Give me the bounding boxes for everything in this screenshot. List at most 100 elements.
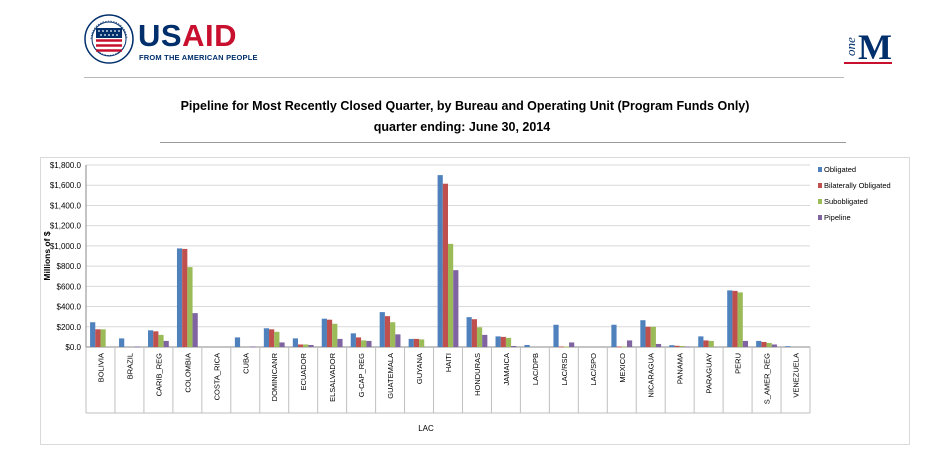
bar	[187, 267, 193, 347]
bar	[134, 346, 140, 348]
y-tick-label: $1,800.0	[50, 161, 82, 170]
legend-label: Obligated	[824, 165, 856, 174]
x-tick-label: CUBA	[241, 353, 250, 374]
bar	[650, 326, 656, 347]
x-tick-label: DOMINICANR	[270, 352, 279, 401]
bar	[563, 346, 570, 348]
x-tick-label: PARAGUAY	[705, 353, 714, 394]
bar	[679, 345, 685, 347]
bar	[616, 346, 622, 348]
bar	[263, 328, 270, 347]
bar	[655, 343, 662, 347]
x-tick-label: S_AMER_REG	[763, 353, 772, 404]
x-tick-label: BOLIVIA	[96, 353, 105, 382]
x-tick-label: G-CAP_REG	[357, 353, 366, 397]
usaid-wordmark-aid: AID	[182, 18, 237, 53]
bar	[524, 344, 530, 347]
bar	[505, 337, 512, 347]
x-tick-label: MEXICO	[618, 353, 627, 383]
y-tick-label: $0.0	[65, 343, 81, 352]
x-tick-label: JAMAICA	[502, 353, 511, 386]
bar	[737, 292, 743, 347]
bar	[355, 337, 362, 347]
bar	[476, 327, 483, 347]
bar	[742, 340, 748, 347]
legend-label: Bilaterally Obligated	[824, 181, 891, 190]
usaid-wordmark-us: US	[138, 18, 183, 53]
x-tick-label: LAC/RSD	[560, 352, 569, 385]
legend-swatch	[818, 215, 822, 220]
y-tick-label: $200.0	[57, 323, 82, 332]
x-tick-label: BRAZIL	[125, 353, 134, 379]
header-divider	[84, 77, 844, 78]
legend-label: Pipeline	[824, 213, 851, 222]
bar	[669, 345, 675, 347]
bar	[640, 320, 646, 347]
bar	[408, 338, 414, 347]
legend-swatch	[818, 183, 822, 188]
onem-logo-icon: one M	[842, 24, 896, 68]
bar	[176, 248, 183, 347]
bar	[703, 340, 709, 347]
x-tick-label: GUYANA	[415, 353, 424, 384]
bar	[95, 329, 101, 347]
bar	[413, 338, 420, 347]
x-tick-label: LAC/DPB	[531, 353, 540, 385]
bar	[292, 338, 298, 347]
bar	[158, 334, 164, 347]
bar	[771, 344, 777, 347]
y-tick-label: $600.0	[57, 282, 82, 291]
bar	[674, 345, 680, 347]
bar	[553, 324, 559, 347]
bar	[384, 316, 391, 347]
bar	[303, 344, 309, 347]
bar	[366, 340, 372, 347]
bar	[698, 336, 704, 347]
bar	[645, 326, 651, 347]
y-tick-label: $800.0	[57, 262, 82, 271]
x-tick-label: HONDURAS	[473, 353, 482, 396]
bar	[708, 340, 714, 347]
x-tick-label: COSTA_RICA	[212, 353, 221, 400]
bar	[298, 344, 304, 347]
svg-text:M: M	[858, 27, 892, 67]
usaid-logo: USAID FROM THE AMERICAN PEOPLE	[84, 14, 258, 68]
x-tick-label: VENEZUELA	[792, 353, 801, 398]
bar	[466, 317, 472, 347]
bar	[482, 334, 488, 347]
y-tick-label: $400.0	[57, 303, 82, 312]
bar	[437, 175, 443, 347]
svg-text:one: one	[843, 37, 858, 56]
bar	[395, 334, 401, 347]
bar	[419, 339, 425, 347]
legend-swatch	[818, 167, 822, 172]
y-tick-label: $1,400.0	[50, 201, 82, 210]
bar	[163, 340, 169, 347]
bar	[379, 312, 385, 347]
bar	[321, 318, 327, 347]
bar	[153, 331, 159, 347]
title-divider	[160, 142, 846, 143]
bar	[495, 336, 501, 347]
bar	[471, 319, 477, 347]
x-tick-label: ELSALVADOR	[328, 352, 337, 401]
usaid-tagline: FROM THE AMERICAN PEOPLE	[139, 53, 258, 62]
bar	[611, 324, 617, 347]
bar	[337, 338, 343, 347]
bar	[250, 346, 256, 348]
bar	[569, 342, 575, 347]
bar	[279, 342, 285, 347]
bar	[785, 346, 791, 347]
bar	[326, 319, 333, 347]
legend-swatch	[818, 199, 822, 204]
x-tick-label: COLOMBIA	[183, 353, 192, 393]
usaid-wordmark: USAID	[138, 20, 237, 51]
bar	[621, 346, 627, 348]
chart-frame	[40, 157, 910, 445]
chart-subtitle: quarter ending: June 30, 2014	[373, 120, 551, 134]
x-tick-label: PANAMA	[676, 353, 685, 384]
bar	[332, 323, 338, 347]
y-axis-label: Millions of $	[42, 231, 52, 280]
pipeline-bar-chart: $0.0 $200.0 $400.0 $600.0 $800.0 $1,000.0 $1,2…	[40, 157, 910, 445]
y-tick-label: $1,000.0	[50, 242, 82, 251]
